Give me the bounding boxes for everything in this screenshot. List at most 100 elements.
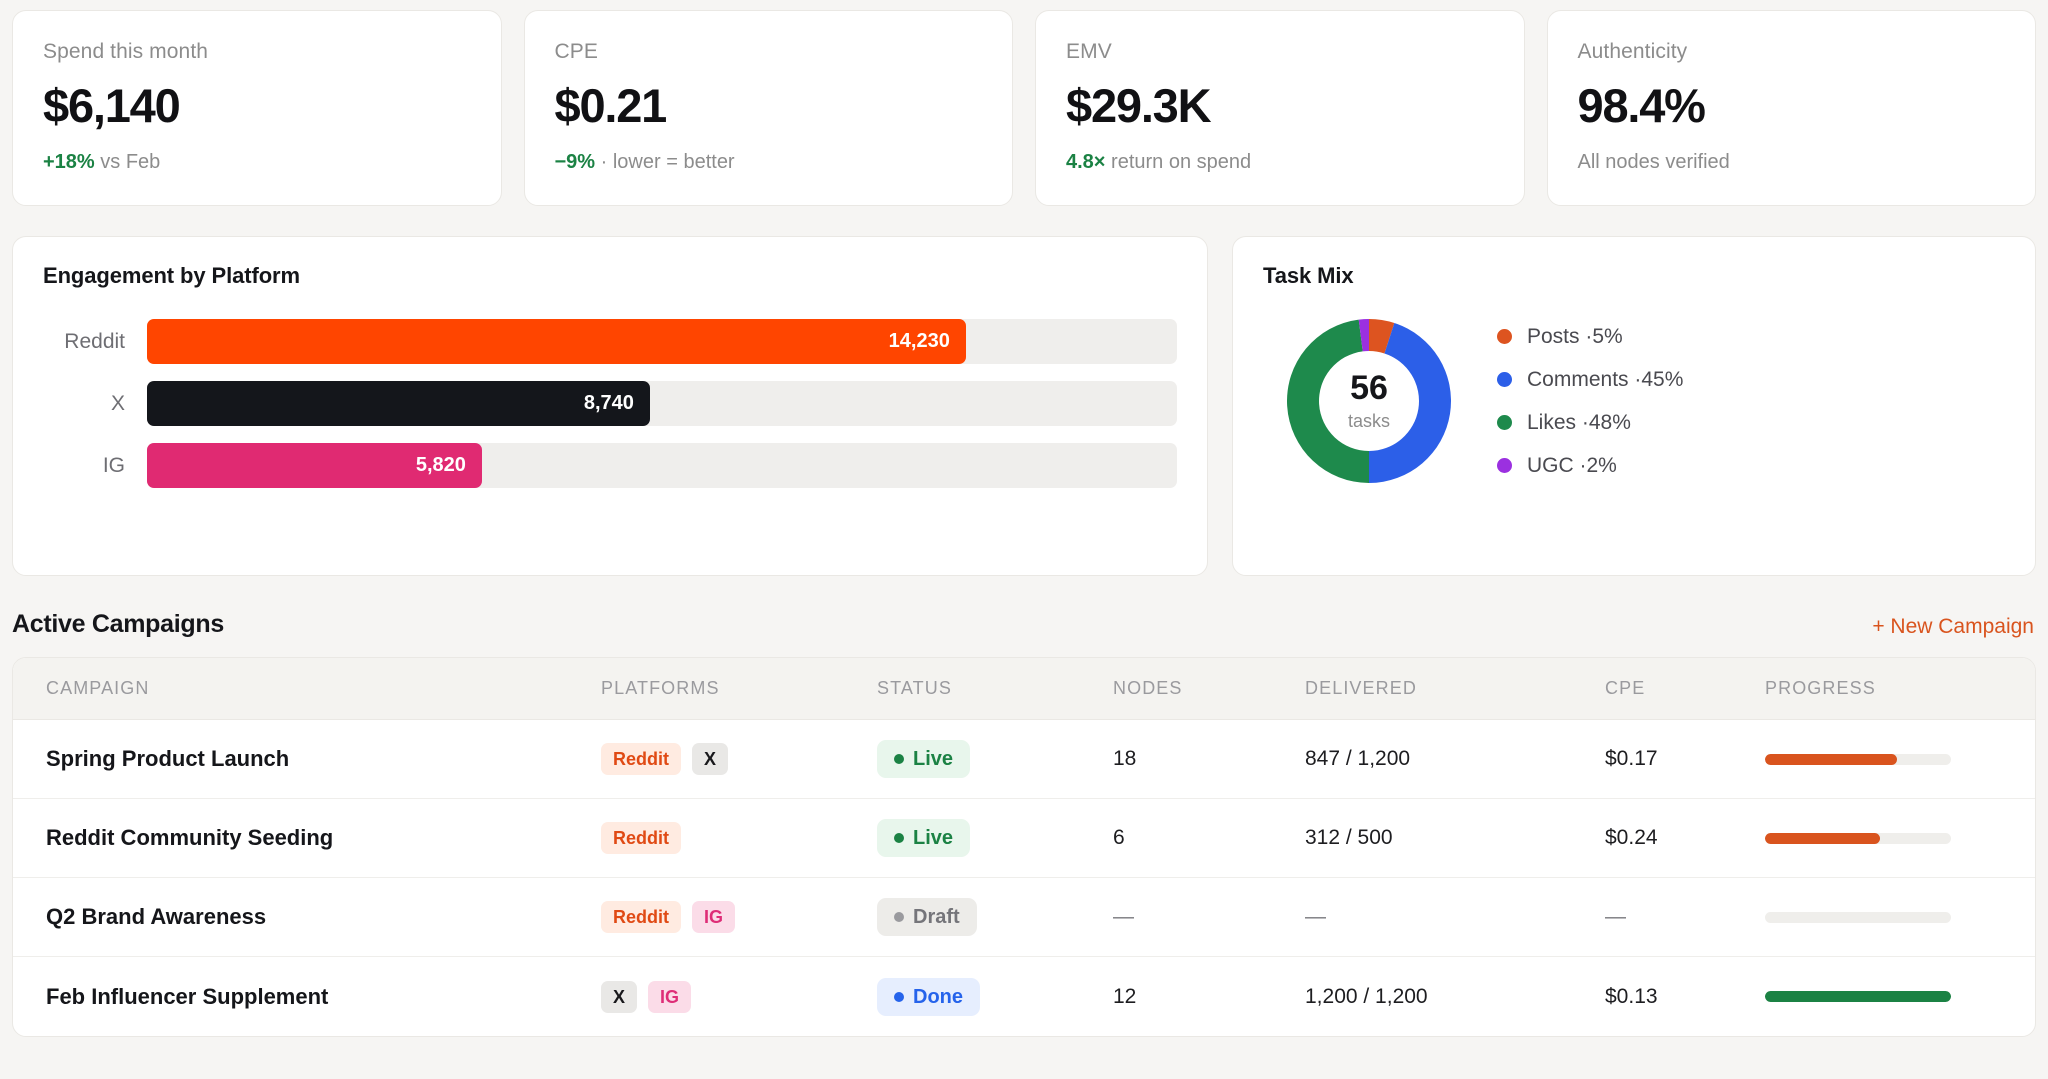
- column-header[interactable]: CAMPAIGN: [46, 678, 150, 698]
- kpi-value: $29.3K: [1066, 79, 1212, 132]
- donut-slice: [1369, 323, 1451, 483]
- legend-color-dot: [1497, 372, 1512, 387]
- platform-badges: Reddit IG: [601, 901, 877, 933]
- task-mix-legend: Posts ·5% Comments ·45% Likes ·48% UGC ·2%: [1497, 315, 1683, 487]
- campaigns-table: CAMPAIGN PLATFORMS STATUS NODES DELIVERED CPE…: [12, 657, 2036, 1037]
- donut-total-unit: tasks: [1347, 410, 1390, 431]
- status-dot-icon: [894, 991, 904, 1002]
- nodes-value: 6: [1113, 826, 1125, 849]
- bar-row: Reddit 14,230: [43, 319, 1177, 364]
- kpi-card: CPE $0.21 −9% · lower = better: [523, 10, 1013, 206]
- platform-badge-x: X: [601, 980, 638, 1013]
- column-header[interactable]: PLATFORMS: [601, 678, 720, 698]
- progress-track: [1765, 991, 1951, 1002]
- donut-slice: [1287, 319, 1369, 483]
- engagement-by-platform-panel: Engagement by Platform Reddit 14,230 X 8,74…: [12, 236, 1208, 576]
- donut-total-value: 56: [1350, 368, 1388, 407]
- kpi-subtext: +18% vs Feb: [43, 151, 161, 173]
- platform-badge-ig: IG: [692, 901, 736, 933]
- kpi-label: CPE: [554, 40, 598, 63]
- status-cell: Draft: [877, 898, 1113, 936]
- kpi-label: Spend this month: [43, 40, 209, 63]
- bar-category-label: Reddit: [64, 329, 125, 353]
- platform-badge-reddit: Reddit: [601, 743, 681, 775]
- engagement-bar-chart: Reddit 14,230 X 8,740 IG 5,820: [43, 319, 1177, 488]
- task-mix-donut: 56 tasks: [1287, 319, 1451, 483]
- progress-track: [1765, 753, 1951, 765]
- legend-label: Posts ·5%: [1527, 324, 1623, 348]
- status-badge: Live: [877, 740, 971, 778]
- nodes-value: —: [1113, 905, 1134, 928]
- kpi-subtext: −9% · lower = better: [554, 151, 735, 173]
- table-row[interactable]: Feb Influencer Supplement X IG Done 12 1,200 …: [13, 957, 2035, 1036]
- progress-fill: [1765, 832, 1881, 844]
- campaigns-table-header: CAMPAIGN PLATFORMS STATUS NODES DELIVERED CPE…: [13, 658, 2035, 720]
- status-badge: Live: [877, 819, 971, 857]
- campaigns-table-body: Spring Product Launch Reddit X Live 18 847 / …: [13, 720, 2035, 1036]
- delivered-value: —: [1305, 905, 1326, 928]
- platforms-cell: Reddit: [601, 822, 877, 854]
- legend-label: Comments ·45%: [1527, 367, 1684, 391]
- column-header[interactable]: NODES: [1113, 678, 1183, 698]
- platform-badge-ig: IG: [648, 980, 692, 1013]
- progress-cell: [1765, 911, 2035, 923]
- bar-value-label: 14,230: [888, 330, 950, 352]
- bar-fill: 14,230: [147, 319, 966, 364]
- active-campaigns-title: Active Campaigns: [12, 610, 224, 638]
- legend-item: Likes ·48%: [1497, 401, 1683, 444]
- bar-row: IG 5,820: [43, 443, 1177, 488]
- bar-track: 8,740: [147, 381, 1177, 426]
- column-header[interactable]: STATUS: [877, 678, 952, 698]
- table-row[interactable]: Spring Product Launch Reddit X Live 18 847 / …: [13, 720, 2035, 799]
- platform-badge-x: X: [692, 743, 729, 775]
- kpi-card-row: Spend this month $6,140 +18% vs Feb CPE $0.2…: [12, 10, 2036, 206]
- charts-row: Engagement by Platform Reddit 14,230 X 8,74…: [12, 236, 2036, 576]
- campaign-name: Feb Influencer Supplement: [46, 983, 329, 1009]
- new-campaign-button[interactable]: + New Campaign: [1872, 615, 2034, 638]
- delivered-value: 1,200 / 1,200: [1305, 984, 1428, 1008]
- campaigns-header: Active Campaigns + New Campaign: [12, 610, 2036, 639]
- delivered-value: 847 / 1,200: [1305, 747, 1411, 770]
- status-dot-icon: [894, 912, 904, 922]
- bar-value-label: 5,820: [415, 454, 466, 476]
- status-cell: Live: [877, 819, 1113, 857]
- cpe-value: $0.24: [1605, 826, 1658, 849]
- status-badge: Done: [877, 977, 980, 1016]
- bar-row: X 8,740: [43, 381, 1177, 426]
- bar-category-label: IG: [102, 453, 125, 477]
- kpi-delta: +18%: [43, 151, 95, 173]
- bar-category-label: X: [110, 391, 125, 415]
- platform-badges: Reddit X: [601, 743, 877, 775]
- task-mix-panel-title: Task Mix: [1263, 263, 1354, 288]
- kpi-delta: −9%: [554, 151, 596, 173]
- donut-slice: [1369, 319, 1395, 354]
- column-header[interactable]: PROGRESS: [1765, 678, 1876, 698]
- campaign-name: Spring Product Launch: [46, 746, 290, 771]
- table-row[interactable]: Reddit Community Seeding Reddit Live 6 312 /…: [13, 799, 2035, 878]
- progress-track: [1765, 911, 1951, 923]
- progress-fill: [1765, 753, 1898, 765]
- kpi-card: Authenticity 98.4% All nodes verified: [1546, 10, 2036, 206]
- status-cell: Live: [877, 740, 1113, 778]
- status-dot-icon: [894, 754, 904, 764]
- table-row[interactable]: Q2 Brand Awareness Reddit IG Draft — — —: [13, 878, 2035, 957]
- campaign-name: Reddit Community Seeding: [46, 825, 334, 850]
- legend-color-dot: [1497, 458, 1512, 473]
- task-mix-panel: Task Mix 56 tasks Posts ·5% Comments ·45%…: [1232, 236, 2036, 576]
- cpe-value: $0.17: [1605, 747, 1658, 770]
- cpe-value: —: [1605, 905, 1626, 928]
- legend-color-dot: [1497, 415, 1512, 430]
- column-header[interactable]: DELIVERED: [1305, 678, 1417, 698]
- delivered-value: 312 / 500: [1305, 826, 1393, 849]
- kpi-value: $6,140: [43, 79, 181, 132]
- donut-svg: [1287, 319, 1451, 483]
- bar-value-label: 8,740: [583, 392, 634, 414]
- progress-cell: [1765, 991, 2035, 1002]
- kpi-delta: 4.8×: [1066, 151, 1106, 173]
- campaign-name: Q2 Brand Awareness: [46, 904, 267, 929]
- legend-label: Likes ·48%: [1527, 410, 1631, 434]
- bar-fill: 8,740: [147, 381, 650, 426]
- legend-item: Comments ·45%: [1497, 358, 1683, 401]
- column-header[interactable]: CPE: [1605, 678, 1646, 698]
